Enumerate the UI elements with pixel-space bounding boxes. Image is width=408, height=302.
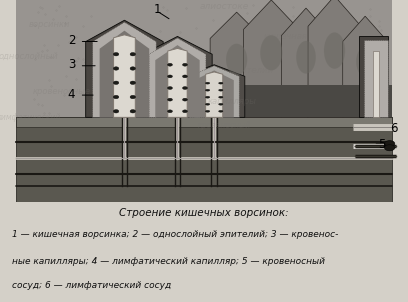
Text: кишечная: кишечная (264, 32, 308, 41)
Ellipse shape (168, 110, 173, 113)
Polygon shape (206, 72, 223, 117)
Ellipse shape (182, 87, 187, 89)
Polygon shape (189, 66, 239, 117)
Ellipse shape (206, 89, 210, 91)
Text: 2: 2 (68, 34, 75, 47)
Ellipse shape (113, 81, 119, 85)
Ellipse shape (130, 95, 135, 99)
Polygon shape (184, 65, 245, 117)
Text: кровеносные: кровеносные (32, 87, 90, 95)
Ellipse shape (113, 95, 119, 99)
Text: Строение кишечных ворсинок:: Строение кишечных ворсинок: (119, 207, 289, 217)
Ellipse shape (206, 96, 210, 98)
Ellipse shape (219, 110, 223, 112)
Ellipse shape (260, 35, 282, 70)
Polygon shape (224, 85, 392, 117)
Ellipse shape (206, 110, 210, 112)
Polygon shape (113, 35, 135, 117)
Polygon shape (210, 12, 263, 117)
Polygon shape (244, 0, 299, 117)
Ellipse shape (356, 47, 374, 77)
Ellipse shape (219, 89, 223, 91)
Text: сосуд; 6 — лимфатический сосуд: сосуд; 6 — лимфатический сосуд (12, 281, 171, 291)
Ellipse shape (296, 41, 316, 74)
Polygon shape (195, 70, 234, 117)
Ellipse shape (219, 103, 223, 105)
Ellipse shape (130, 53, 135, 56)
Ellipse shape (130, 110, 135, 113)
Text: 1: 1 (153, 3, 161, 16)
Polygon shape (143, 37, 212, 117)
Text: 3: 3 (68, 58, 75, 71)
Polygon shape (168, 48, 187, 117)
Text: ворсинки: ворсинки (28, 20, 70, 29)
Ellipse shape (130, 81, 135, 85)
Polygon shape (86, 20, 163, 117)
Text: капилляры: капилляры (208, 97, 257, 106)
Ellipse shape (182, 98, 187, 101)
Ellipse shape (324, 32, 345, 69)
Text: ные капилляры; 4 — лимфатический капилляр; 5 — кровеносный: ные капилляры; 4 — лимфатический капилля… (12, 257, 325, 266)
Ellipse shape (168, 75, 173, 78)
Polygon shape (16, 117, 392, 202)
Text: 4: 4 (68, 88, 75, 101)
Polygon shape (16, 117, 392, 127)
Polygon shape (373, 50, 379, 117)
Polygon shape (149, 38, 206, 117)
Polygon shape (16, 0, 392, 117)
Polygon shape (364, 40, 388, 117)
Polygon shape (100, 31, 149, 117)
Ellipse shape (384, 145, 395, 151)
Ellipse shape (130, 67, 135, 70)
Polygon shape (282, 8, 330, 117)
Ellipse shape (168, 63, 173, 66)
Text: 1 — кишечная ворсинка; 2 — однослойный эпителий; 3 — кровенос-: 1 — кишечная ворсинка; 2 — однослойный э… (12, 230, 339, 239)
Ellipse shape (219, 96, 223, 98)
Text: кровеносный: кровеносный (198, 121, 251, 130)
Ellipse shape (182, 63, 187, 66)
Text: алиостоке: алиостоке (200, 2, 249, 11)
Polygon shape (359, 37, 388, 117)
Polygon shape (93, 22, 156, 117)
Ellipse shape (168, 87, 173, 89)
Text: эпителий: эпителий (232, 66, 274, 75)
Ellipse shape (168, 98, 173, 101)
Text: лимфатический: лимфатический (0, 113, 61, 122)
Polygon shape (308, 0, 361, 117)
Ellipse shape (113, 67, 119, 70)
Ellipse shape (182, 110, 187, 113)
Ellipse shape (113, 53, 119, 56)
Text: 6: 6 (390, 122, 397, 135)
Text: однослойный: однослойный (0, 52, 58, 61)
Ellipse shape (182, 75, 187, 78)
Ellipse shape (384, 141, 395, 147)
Text: 5: 5 (378, 138, 385, 151)
Ellipse shape (219, 82, 223, 84)
Ellipse shape (113, 110, 119, 113)
Ellipse shape (206, 103, 210, 105)
Polygon shape (343, 16, 388, 117)
Ellipse shape (206, 82, 210, 84)
Polygon shape (155, 45, 200, 117)
Ellipse shape (226, 44, 247, 75)
